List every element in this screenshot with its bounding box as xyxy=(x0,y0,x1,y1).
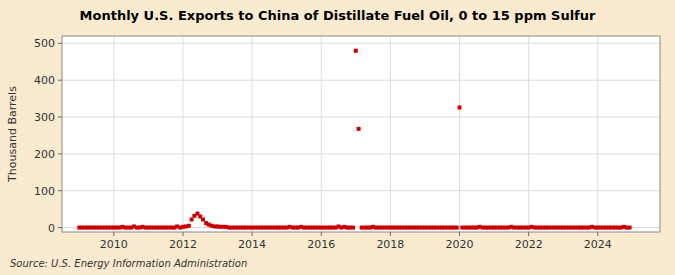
plot-area xyxy=(62,36,660,232)
tick-y xyxy=(58,117,62,118)
tick-label-x: 2022 xyxy=(515,238,543,251)
plot-frame xyxy=(62,36,660,232)
background xyxy=(0,0,675,275)
tick-y xyxy=(58,153,62,154)
tick-label-x: 2020 xyxy=(446,238,474,251)
axes: 0 100 200 300 400 500 2010 2012 2014 2016 2018 2020… xyxy=(34,36,660,251)
point xyxy=(354,49,358,53)
title: Monthly U.S. Exports to China of Distill… xyxy=(80,8,596,23)
tick-label-y: 400 xyxy=(34,74,55,87)
grid xyxy=(62,36,660,232)
tick-x xyxy=(182,232,183,236)
tick-label-y: 0 xyxy=(48,222,55,235)
tick-x xyxy=(321,232,322,236)
y-axis-label: Thousand Barrels xyxy=(6,86,19,183)
tick-x xyxy=(597,232,598,236)
point xyxy=(190,217,194,221)
tick-y xyxy=(58,80,62,81)
tick-x xyxy=(528,232,529,236)
tick-label-x: 2016 xyxy=(307,238,335,251)
tick-label-x: 2014 xyxy=(238,238,266,251)
tick-label-y: 500 xyxy=(34,37,55,50)
grid-line-y xyxy=(62,80,660,81)
grid-line-x xyxy=(459,36,460,232)
point xyxy=(201,217,205,221)
tick-x xyxy=(390,232,391,236)
grid-line-x xyxy=(182,36,183,232)
tick-label-y: 100 xyxy=(34,185,55,198)
point xyxy=(458,105,462,109)
tick-x xyxy=(113,232,114,236)
grid-line-x xyxy=(113,36,114,232)
tick-x xyxy=(459,232,460,236)
point xyxy=(357,127,361,131)
points xyxy=(77,49,631,230)
grid-line-x xyxy=(321,36,322,232)
grid-line-y xyxy=(62,117,660,118)
tick-y xyxy=(58,43,62,44)
grid-line-y xyxy=(62,43,660,44)
tick-label-x: 2024 xyxy=(584,238,612,251)
point xyxy=(628,226,632,230)
grid-line-x xyxy=(390,36,391,232)
tick-y xyxy=(58,190,62,191)
tick-label-x: 2018 xyxy=(376,238,404,251)
tick-label-y: 200 xyxy=(34,148,55,161)
annotation: Source: U.S. Energy Information Administ… xyxy=(10,258,247,269)
point xyxy=(187,224,191,228)
grid-line-y xyxy=(62,153,660,154)
grid-line-x xyxy=(252,36,253,232)
tick-label-y: 300 xyxy=(34,111,55,124)
grid-line-x xyxy=(597,36,598,232)
point xyxy=(455,226,459,230)
chart: 0 100 200 300 400 500 2010 2012 2014 2016 2018 2020… xyxy=(0,0,675,275)
tick-label-x: 2010 xyxy=(100,238,128,251)
tick-x xyxy=(252,232,253,236)
grid-line-x xyxy=(528,36,529,232)
tick-label-x: 2012 xyxy=(169,238,197,251)
point xyxy=(351,226,355,230)
grid-line-y xyxy=(62,190,660,191)
tick-y xyxy=(58,227,62,228)
